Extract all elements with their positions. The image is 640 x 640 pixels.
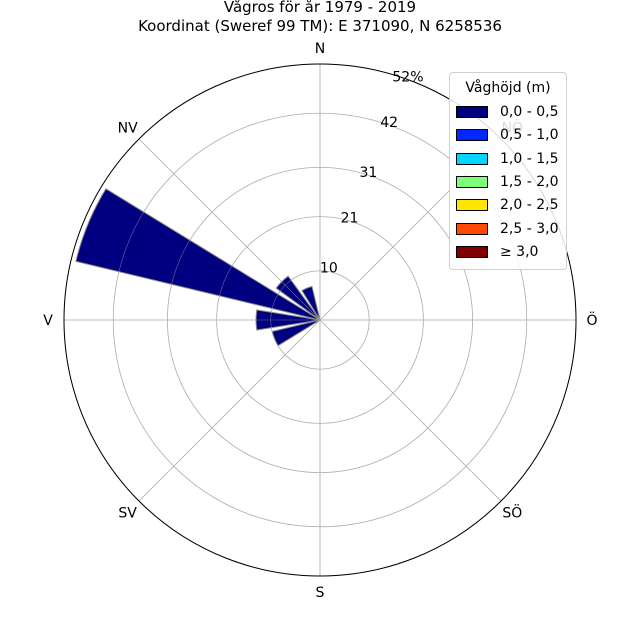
legend-label: 2,5 - 3,0 [500, 220, 559, 237]
grid-spoke-overlay [138, 138, 321, 321]
chart-title: Vågros för år 1979 - 2019 [223, 0, 417, 16]
title-block: Vågros för år 1979 - 2019 Koordinat (Swe… [0, 0, 640, 35]
radial-tick-label: 52% [392, 69, 423, 85]
legend-title: Våghöjd (m) [465, 80, 551, 96]
legend-swatch [456, 129, 488, 142]
grid-spoke-overlay [138, 319, 321, 502]
direction-label: S [316, 585, 325, 601]
rose-bar [301, 285, 321, 321]
radial-tick-label: 42 [380, 115, 398, 131]
legend-swatch [456, 152, 488, 165]
grid-spoke-overlay [319, 319, 502, 502]
radial-tick-label: 10 [320, 261, 338, 277]
direction-label: N [315, 41, 325, 57]
direction-label: V [43, 313, 53, 329]
legend-label: 0,5 - 1,0 [500, 127, 559, 144]
legend-swatch [456, 106, 488, 118]
direction-label: Ö [586, 311, 597, 329]
legend: Våghöjd (m) 0,0 - 0,5 0,5 - 1,0 1,0 - 1,5 1… [449, 72, 567, 270]
legend-label: 1,5 - 2,0 [500, 173, 559, 190]
direction-label: SÖ [502, 503, 522, 521]
legend-label: ≥ 3,0 [500, 243, 539, 260]
legend-label: 2,0 - 2,5 [500, 197, 559, 214]
legend-swatch [456, 199, 488, 212]
polar-frame [63, 63, 577, 577]
legend-label: 1,0 - 1,5 [500, 150, 559, 167]
direction-label: NV [118, 121, 138, 137]
legend-label: 0,0 - 0,5 [500, 104, 559, 120]
radial-tick-label: 21 [341, 210, 359, 226]
chart-subtitle: Koordinat (Sweref 99 TM): E 371090, N 62… [138, 17, 502, 35]
direction-label: SV [118, 505, 137, 521]
legend-swatch [456, 175, 488, 188]
legend-swatch [456, 222, 488, 235]
radial-tick-label: 31 [359, 165, 377, 181]
legend-swatch [456, 245, 488, 258]
rose-bar [75, 188, 321, 321]
